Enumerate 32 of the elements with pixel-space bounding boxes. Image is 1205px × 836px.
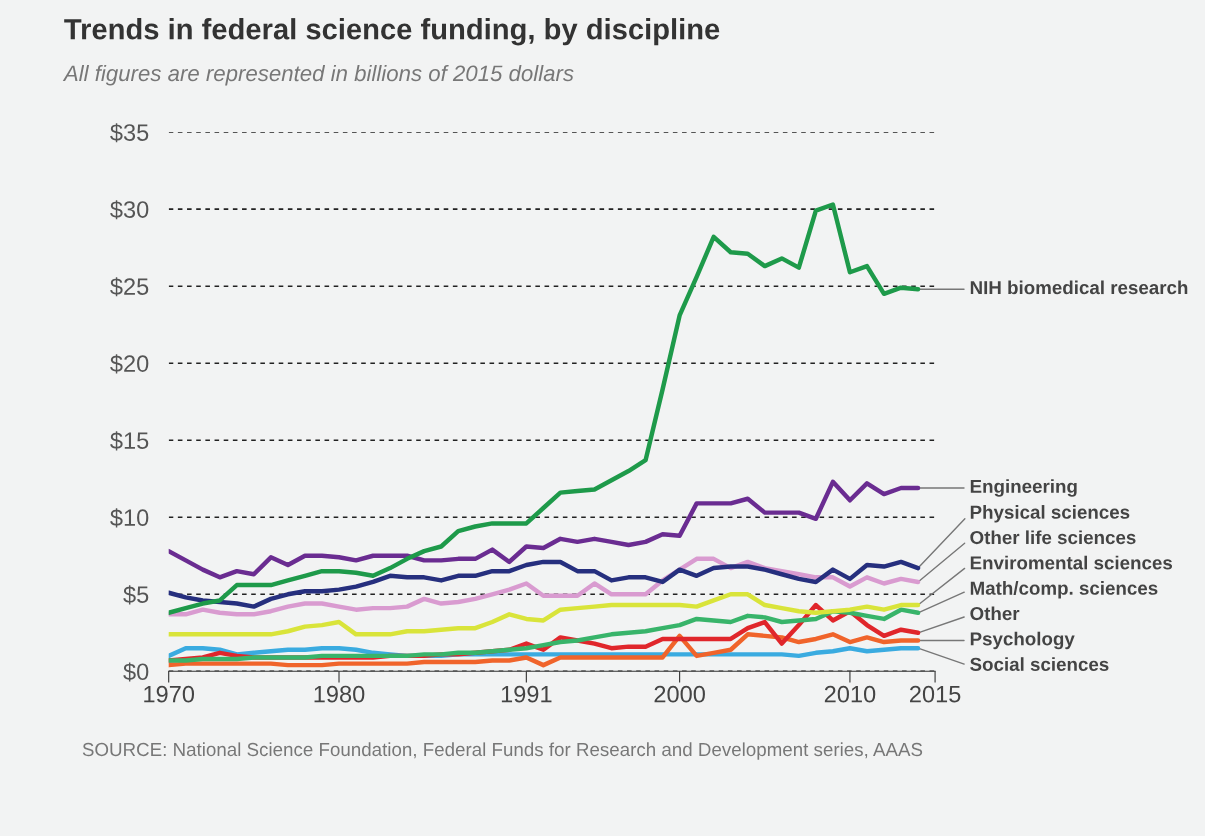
line-series (168, 202, 921, 615)
y-tick-label: $15 (110, 431, 149, 451)
y-tick-label: $5 (123, 585, 149, 605)
text: Social sciences (970, 657, 1109, 671)
source-note: SOURCE: National Science Foundation, Federal Funds for Research and Development series, AAAS (82, 742, 923, 760)
text: Other life sciences (970, 530, 1136, 545)
text: Other (970, 606, 1020, 621)
y-tick-label: $35 (110, 123, 149, 143)
line-series (168, 632, 921, 668)
x-tick-label: 2000 (654, 685, 705, 703)
text: NIH biomedical research (970, 280, 1188, 295)
line-series (168, 592, 921, 637)
x-tick-label: 2010 (824, 685, 876, 703)
y-tick-label: $10 (110, 508, 149, 528)
line-series (168, 559, 921, 609)
chart-title: Trends in federal science funding, by discipline (64, 18, 720, 46)
text: Engineering (970, 479, 1077, 497)
text: Math/comp. sciences (970, 581, 1158, 599)
x-tick-label: 1991 (501, 685, 552, 703)
text: Psychology (970, 631, 1075, 650)
x-tick-label: 2015 (910, 685, 961, 703)
text: Physical sciences (970, 505, 1130, 523)
x-tick-label: 1970 (144, 685, 195, 703)
y-tick-label: $30 (110, 200, 149, 220)
line-series (168, 479, 921, 580)
text: Enviromental sciences (970, 555, 1173, 570)
chart-subtitle: All figures are represented in billions of 2015 dollars (62, 64, 574, 86)
y-tick-label: $0 (123, 662, 149, 682)
y-tick-label: $25 (110, 277, 149, 297)
line-series (168, 556, 921, 617)
x-tick-label: 1980 (314, 685, 365, 703)
y-tick-label: $20 (110, 354, 149, 374)
